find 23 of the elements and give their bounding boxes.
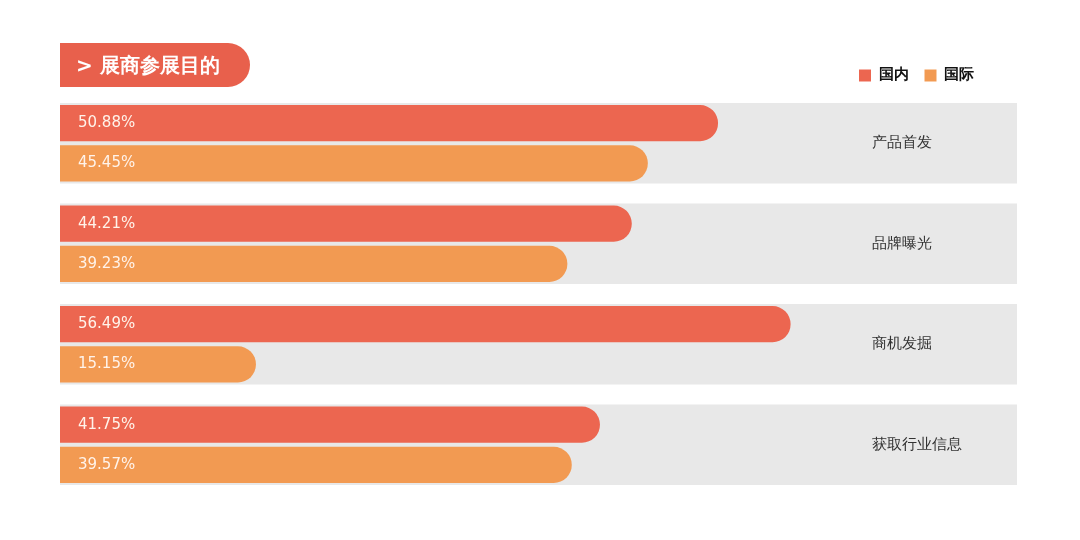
y-tick-label: 商机发掘 xyxy=(872,334,932,353)
data-label: 41.75% xyxy=(78,414,136,433)
y-tick-label: 产品首发 xyxy=(872,133,932,152)
data-label: 15.15% xyxy=(78,354,136,373)
data-label: 39.23% xyxy=(78,253,136,272)
data-label: 39.57% xyxy=(78,454,136,473)
y-tick-label: 获取行业信息 xyxy=(872,434,962,453)
bar xyxy=(60,105,719,142)
bar xyxy=(60,446,572,483)
bar xyxy=(60,306,791,343)
data-label: 44.21% xyxy=(78,213,136,232)
bar xyxy=(60,346,256,383)
legend-label: 国际 xyxy=(944,65,974,84)
legend-label: 国内 xyxy=(878,65,909,84)
data-label: 45.45% xyxy=(78,153,136,172)
data-label: 56.49% xyxy=(78,314,136,333)
y-tick-label: 品牌曝光 xyxy=(872,233,932,252)
bar xyxy=(60,406,600,443)
bar xyxy=(60,145,648,182)
bar xyxy=(60,245,568,282)
chart-title: > 展商参展目的 xyxy=(60,43,250,87)
data-label: 50.88% xyxy=(78,113,136,132)
bar xyxy=(60,205,632,242)
